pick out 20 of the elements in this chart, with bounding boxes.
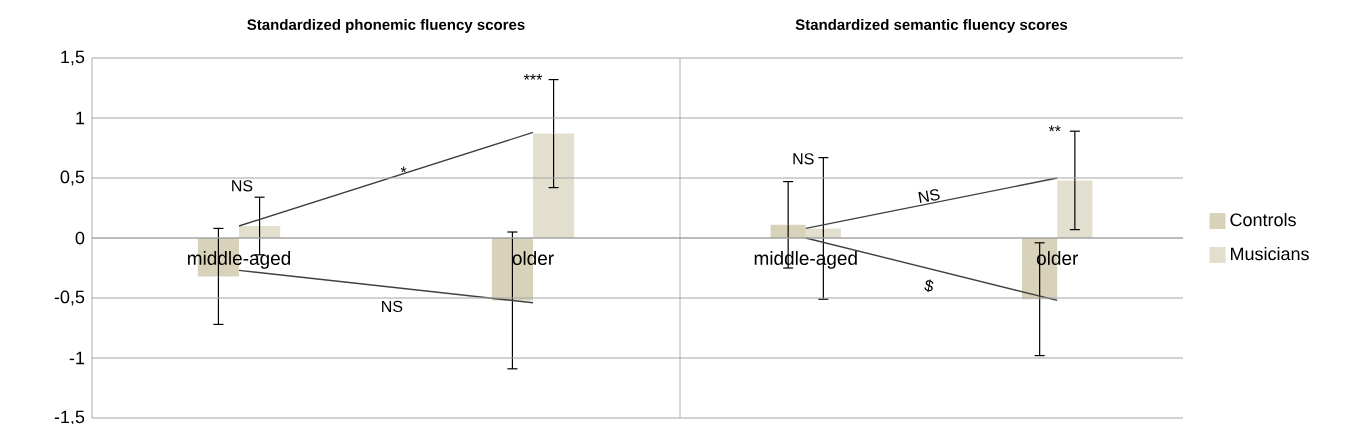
legend-label: Musicians <box>1231 247 1309 261</box>
chart-title: Standardized phonemic fluency scores <box>247 18 525 33</box>
annotation: NS <box>918 189 940 204</box>
y-tick-label: 1 <box>76 111 85 125</box>
annotation: NS <box>382 300 403 313</box>
annotation: NS <box>793 153 814 165</box>
x-tick-label: older <box>512 251 554 266</box>
chart-title: Standardized semantic fluency scores <box>795 18 1068 33</box>
annotation: ** <box>1048 125 1061 132</box>
y-tick-label: 1,5 <box>61 50 85 66</box>
y-tick-label: -0,5 <box>54 290 85 306</box>
bar <box>805 228 841 238</box>
y-tick-label: 0 <box>75 231 85 245</box>
y-tick-label: 0,5 <box>60 170 85 186</box>
legend-label: Controls <box>1230 212 1296 227</box>
annotation: NS <box>232 180 253 192</box>
annotation: * <box>400 166 407 173</box>
y-tick-label: -1 <box>69 351 85 365</box>
annotation: $ <box>924 279 934 293</box>
annotation: *** <box>523 74 543 80</box>
